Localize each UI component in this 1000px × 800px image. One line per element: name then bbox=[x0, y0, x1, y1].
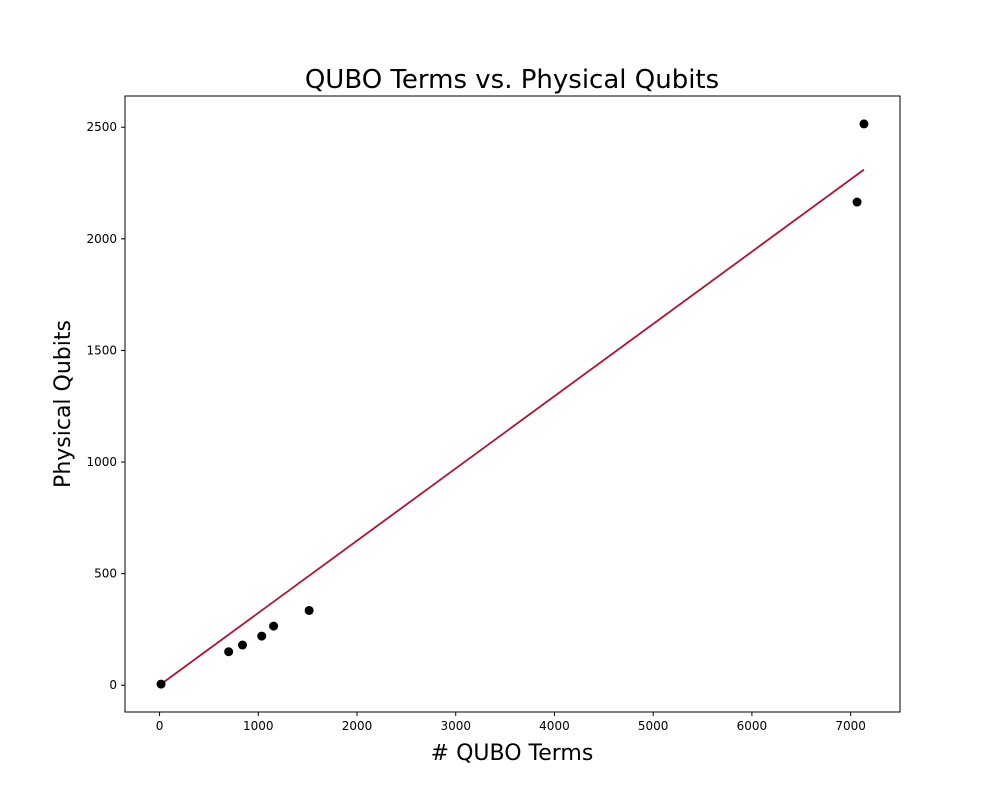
x-axis: 0 1000 2000 3000 4000 5000 6000 7000 bbox=[156, 712, 866, 733]
x-tick-label: 6000 bbox=[737, 719, 768, 733]
x-tick-label: 3000 bbox=[440, 719, 471, 733]
x-tick-label: 2000 bbox=[342, 719, 373, 733]
x-tick-label: 1000 bbox=[243, 719, 274, 733]
x-axis-label: # QUBO Terms bbox=[431, 741, 594, 766]
data-point bbox=[852, 197, 862, 207]
y-tick-label: 0 bbox=[109, 678, 117, 692]
y-tick-label: 2500 bbox=[86, 120, 117, 134]
data-point bbox=[859, 119, 869, 129]
y-tick-label: 1000 bbox=[86, 455, 117, 469]
trend-line bbox=[160, 168, 865, 685]
data-point bbox=[304, 605, 314, 615]
data-point bbox=[237, 640, 247, 650]
x-tick-label: 5000 bbox=[638, 719, 669, 733]
x-tick-label: 4000 bbox=[539, 719, 570, 733]
y-tick-label: 1500 bbox=[86, 343, 117, 357]
data-point bbox=[156, 679, 166, 689]
y-tick-label: 500 bbox=[94, 567, 117, 581]
y-axis: 0 500 1000 1500 2000 2500 bbox=[86, 120, 125, 692]
x-tick-label: 7000 bbox=[835, 719, 866, 733]
y-tick-label: 2000 bbox=[86, 232, 117, 246]
y-axis-label: Physical Qubits bbox=[51, 320, 76, 488]
series-layer bbox=[156, 119, 869, 689]
x-tick-label: 0 bbox=[156, 719, 164, 733]
chart-title: QUBO Terms vs. Physical Qubits bbox=[305, 65, 719, 95]
plot-area bbox=[124, 95, 901, 713]
data-point bbox=[257, 631, 267, 641]
data-point bbox=[224, 647, 234, 657]
data-point bbox=[269, 621, 279, 631]
